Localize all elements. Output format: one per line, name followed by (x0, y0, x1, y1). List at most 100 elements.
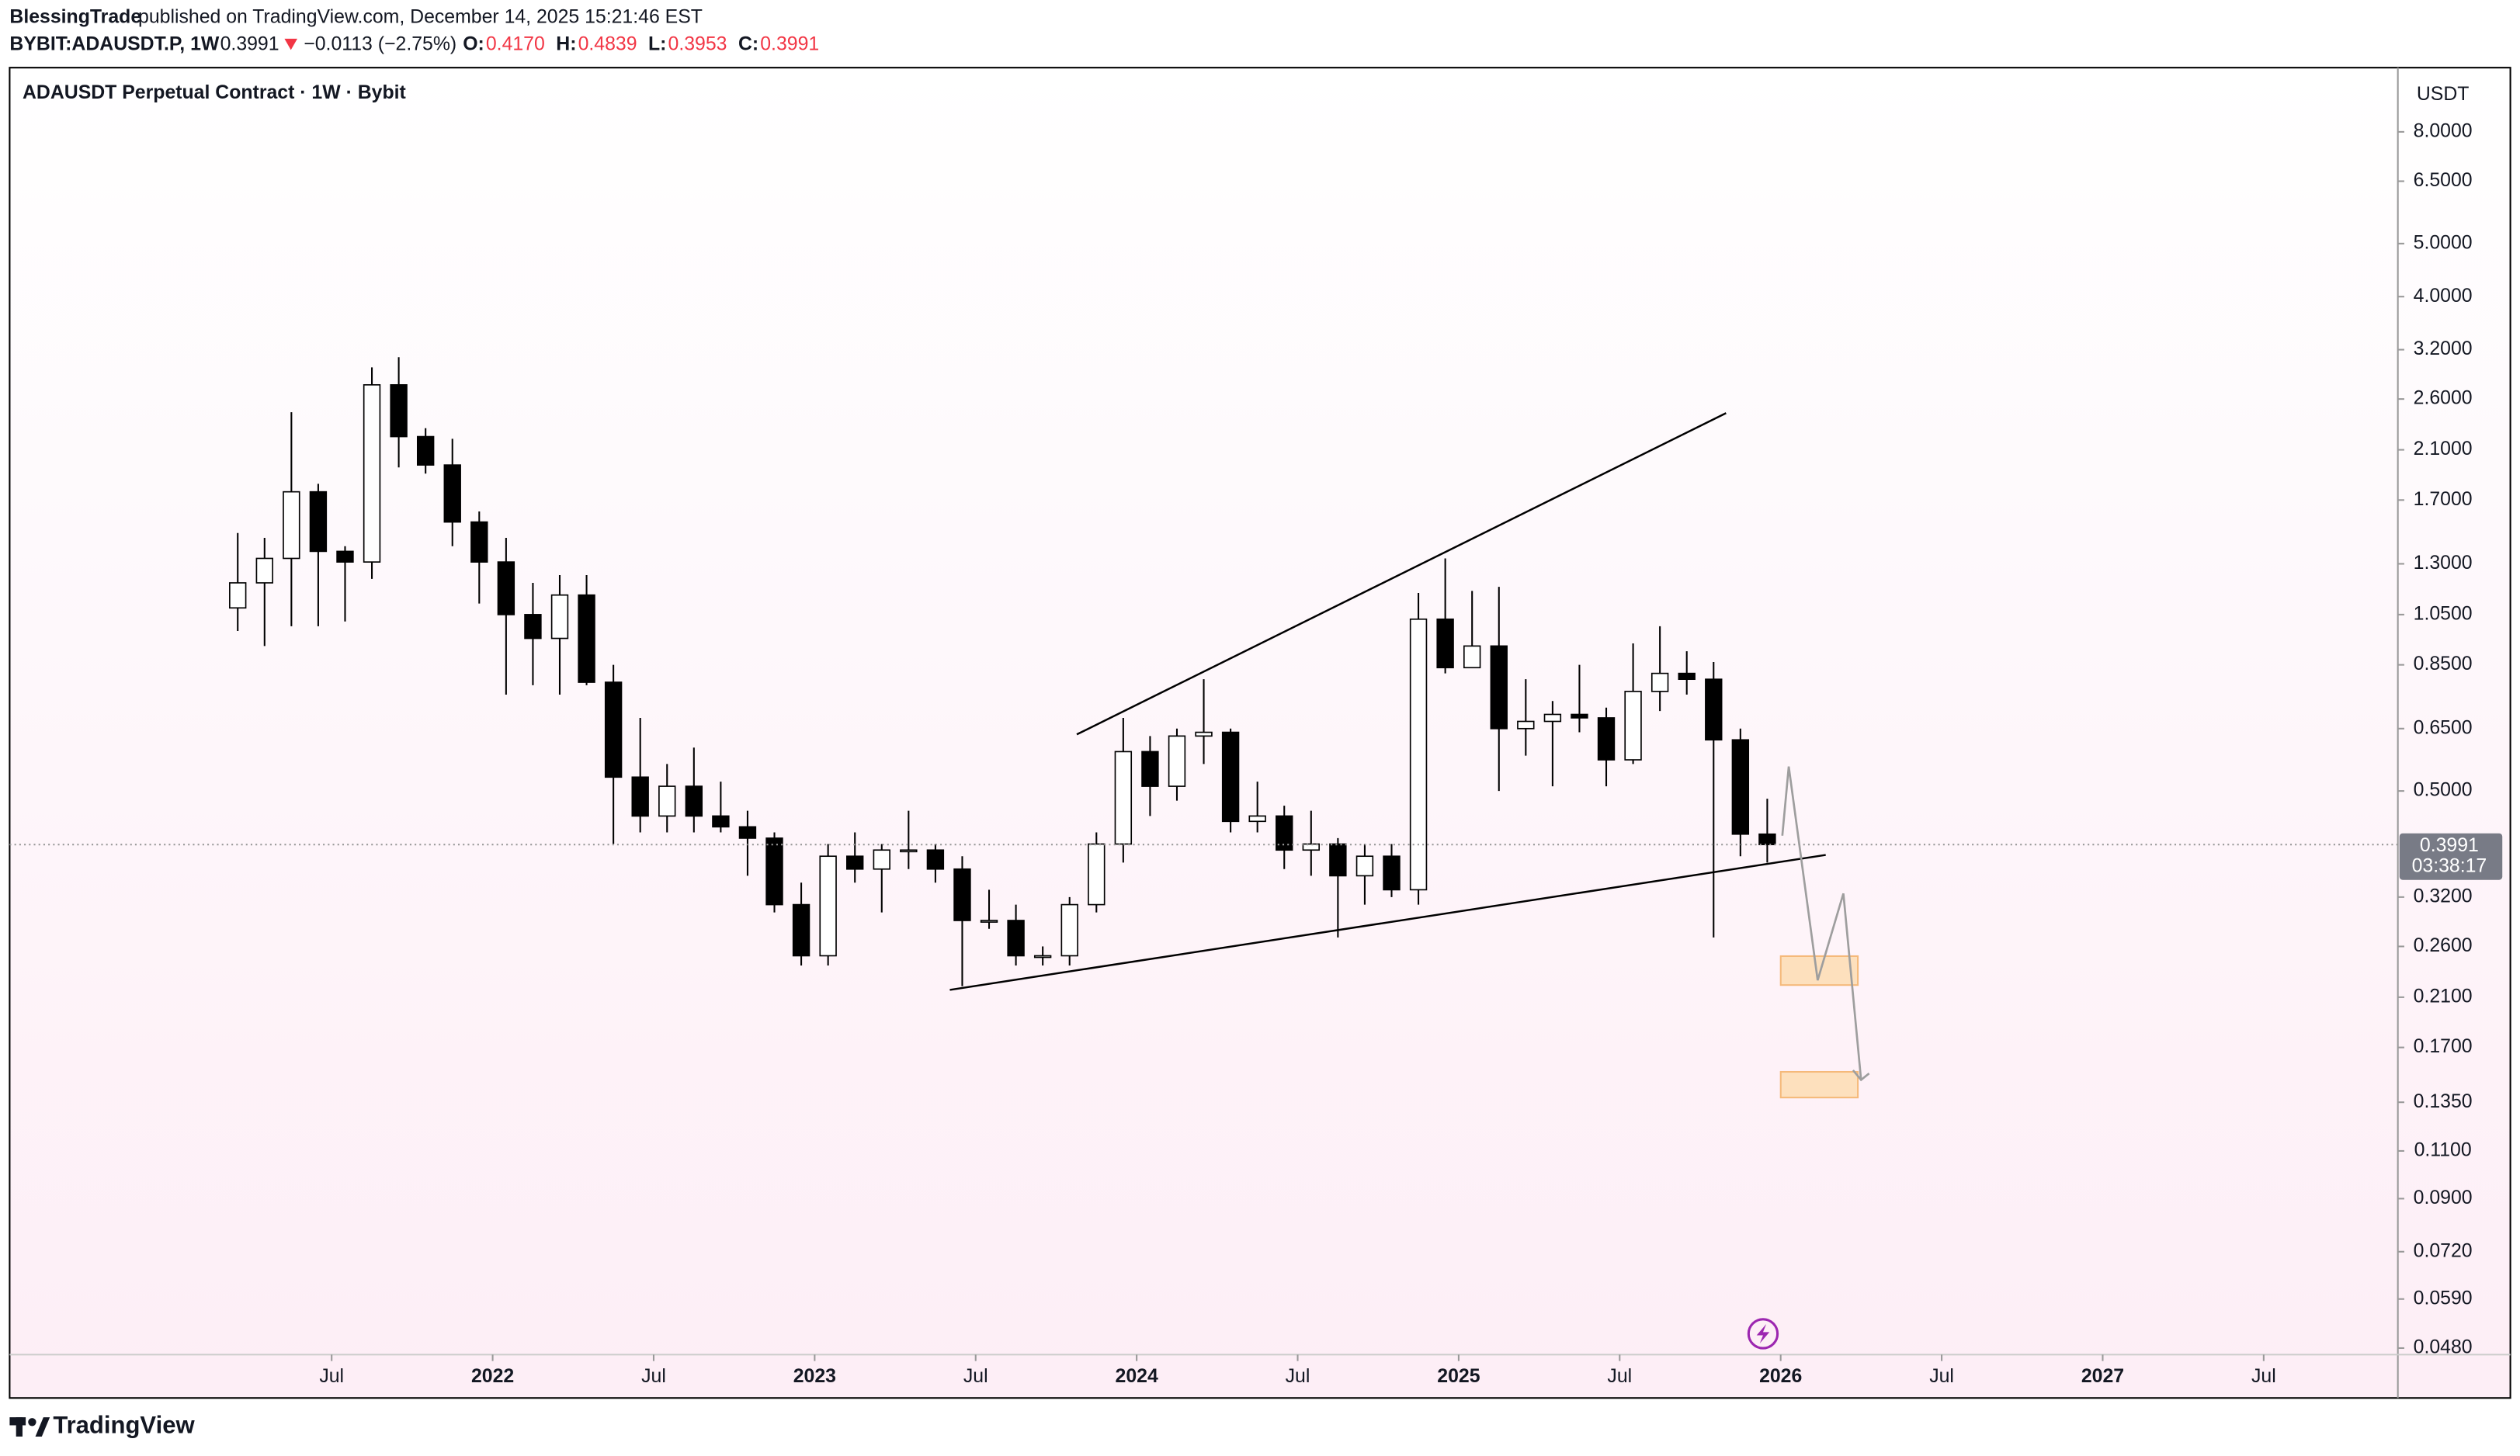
currency: USDT (2417, 84, 2470, 105)
candle-body (900, 849, 918, 853)
candle-body (1543, 713, 1562, 723)
x-tick-label: Jul (1929, 1366, 1954, 1387)
x-tick-label: 2023 (793, 1366, 836, 1387)
x-tick-label: 2026 (1759, 1366, 1802, 1387)
y-tick-label: 1.3000 (2414, 553, 2473, 574)
y-tick-label: 0.2600 (2414, 935, 2473, 956)
candle-body (1490, 645, 1508, 730)
candle-body (765, 837, 783, 906)
y-tick-label: 0.0590 (2414, 1288, 2473, 1309)
candle-body (738, 826, 757, 839)
y-tick-label: 0.1100 (2414, 1139, 2472, 1160)
candle-body (926, 849, 945, 870)
candle-body (1088, 843, 1106, 906)
ohlc-label: H: (556, 34, 576, 55)
candle-body (1276, 815, 1293, 851)
symbol-line: BYBIT:ADAUSDT.P, 1W 0.3991 −0.0113 (−2.7… (9, 34, 819, 55)
x-tick-label: 2027 (2081, 1366, 2124, 1387)
candle-body (578, 594, 595, 683)
candle-body (390, 384, 408, 438)
y-tick-label: 0.6500 (2414, 717, 2473, 738)
candle-body (1329, 843, 1347, 877)
published: published on TradingView.com, December 1… (138, 7, 703, 28)
down-arrow-icon (284, 38, 297, 50)
x-tick-label: 2024 (1116, 1366, 1158, 1387)
x-tick-label: Jul (1286, 1366, 1310, 1387)
ohlc-label: L: (648, 34, 666, 55)
candle-body (336, 550, 354, 563)
candle-body (712, 815, 730, 828)
candle-body (524, 614, 542, 640)
y-tick-label: 0.3200 (2414, 886, 2473, 907)
y-tick-label: 4.0000 (2414, 286, 2473, 307)
target-zone (1779, 1070, 1859, 1099)
x-tick-label: Jul (963, 1366, 988, 1387)
candle-body (1168, 735, 1186, 787)
candle-body (550, 594, 569, 640)
x-tick-label: Jul (2251, 1366, 2276, 1387)
candle-body (229, 582, 247, 609)
y-tick-label: 1.7000 (2414, 489, 2473, 510)
y-tick-label: 2.1000 (2414, 439, 2473, 459)
ohlc-value: 0.4170 (486, 34, 545, 55)
lightning-glyph (1756, 1324, 1770, 1343)
candle-body (1221, 731, 1240, 823)
candle-body (1033, 955, 1052, 959)
candle-body (819, 855, 837, 957)
ohlc-value: 0.3991 (760, 34, 819, 55)
y-tick-label: 8.0000 (2414, 120, 2473, 141)
candle-body (1302, 843, 1321, 851)
y-tick-label: 2.6000 (2414, 388, 2473, 409)
candle-body (1409, 618, 1428, 891)
candle-body (363, 384, 381, 563)
symbol: BYBIT:ADAUSDT.P, 1W (9, 34, 219, 55)
candle-body (255, 557, 273, 584)
y-tick-label: 0.8500 (2414, 653, 2473, 674)
logo-shape (16, 1417, 23, 1437)
candle-body (631, 776, 649, 817)
candle-body (1731, 739, 1750, 835)
chart-title: ADAUSDT Perpetual Contract · 1W · Bybit (23, 82, 406, 103)
x-tick-label: Jul (1607, 1366, 1632, 1387)
candle-body (1007, 920, 1025, 957)
projection-arrowhead (1852, 1069, 1870, 1082)
y-tick-label: 1.0500 (2414, 603, 2473, 624)
ohlc-value: 0.4839 (578, 34, 637, 55)
target-zone (1779, 955, 1859, 986)
y-tick-label: 0.1700 (2414, 1036, 2473, 1057)
logo-shape (35, 1417, 50, 1437)
candle-body (1597, 717, 1616, 761)
last-price-box (2399, 833, 2503, 880)
candle-body (283, 491, 300, 560)
candle-body (497, 561, 515, 615)
candle-body (1705, 678, 1723, 741)
events-icon[interactable] (1747, 1318, 1779, 1350)
change: −0.0113 (−2.75%) (304, 34, 456, 55)
y-tick-label: 0.0720 (2414, 1240, 2473, 1261)
y-tick-label: 0.1350 (2414, 1091, 2473, 1112)
lower-trendline (949, 854, 1826, 991)
candle-body (1517, 720, 1535, 730)
candle-body (1678, 672, 1696, 681)
candle-body (1624, 691, 1642, 761)
candle-body (1141, 751, 1159, 787)
candle-body (1383, 855, 1401, 891)
drawings (949, 412, 1870, 1350)
brand: TradingView (53, 1412, 195, 1439)
candle-body (1060, 903, 1078, 957)
chart-frame (9, 67, 2511, 1399)
y-tick-label: 5.0000 (2414, 232, 2473, 253)
upper-trendline (1076, 412, 1727, 736)
ohlc-label: O: (463, 34, 484, 55)
x-tick-label: Jul (319, 1366, 344, 1387)
candle-body (980, 920, 998, 923)
price: 0.3991 (220, 34, 279, 55)
candle-body (416, 435, 435, 466)
last-price-label: 0.3991 (2420, 835, 2479, 856)
candle-body (846, 855, 864, 870)
projection-path (1781, 766, 1862, 1080)
candle-body (792, 903, 810, 957)
x-tick-label: Jul (641, 1366, 666, 1387)
candle-body (1114, 751, 1133, 845)
